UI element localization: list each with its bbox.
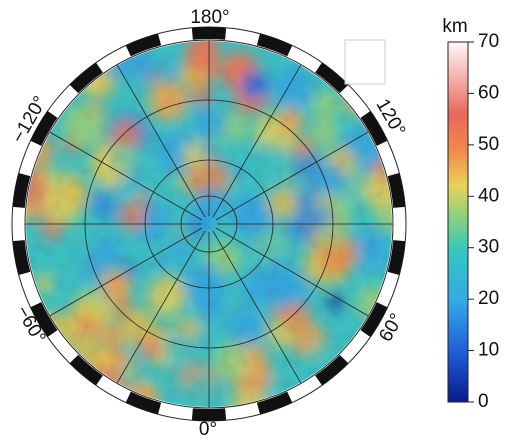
colorbar <box>448 42 468 402</box>
blank-box <box>345 40 385 84</box>
map-figure: 180° 120° 60° 0° −60° −120° km 010203040… <box>0 0 511 441</box>
colorbar-tick-label: 40 <box>478 185 499 206</box>
lon-label: 0° <box>199 419 217 440</box>
colorbar-tick-label: 10 <box>478 340 499 361</box>
colorbar-tick-label: 0 <box>478 391 489 412</box>
screen: 180° 120° 60° 0° −60° −120° km 010203040… <box>0 0 511 441</box>
colorbar-tick-label: 70 <box>478 31 499 52</box>
colorbar-tick-label: 20 <box>478 288 499 309</box>
colorbar-tick-label: 30 <box>478 237 499 258</box>
ring-segment <box>192 27 226 40</box>
colorbar-ticks: 0 10 20 30 40 50 60 70 <box>468 31 499 412</box>
colorbar-tick-label: 60 <box>478 82 499 103</box>
colorbar-tick-label: 50 <box>478 134 499 155</box>
lon-label: 180° <box>190 7 229 28</box>
colorbar-unit: km <box>442 16 467 37</box>
